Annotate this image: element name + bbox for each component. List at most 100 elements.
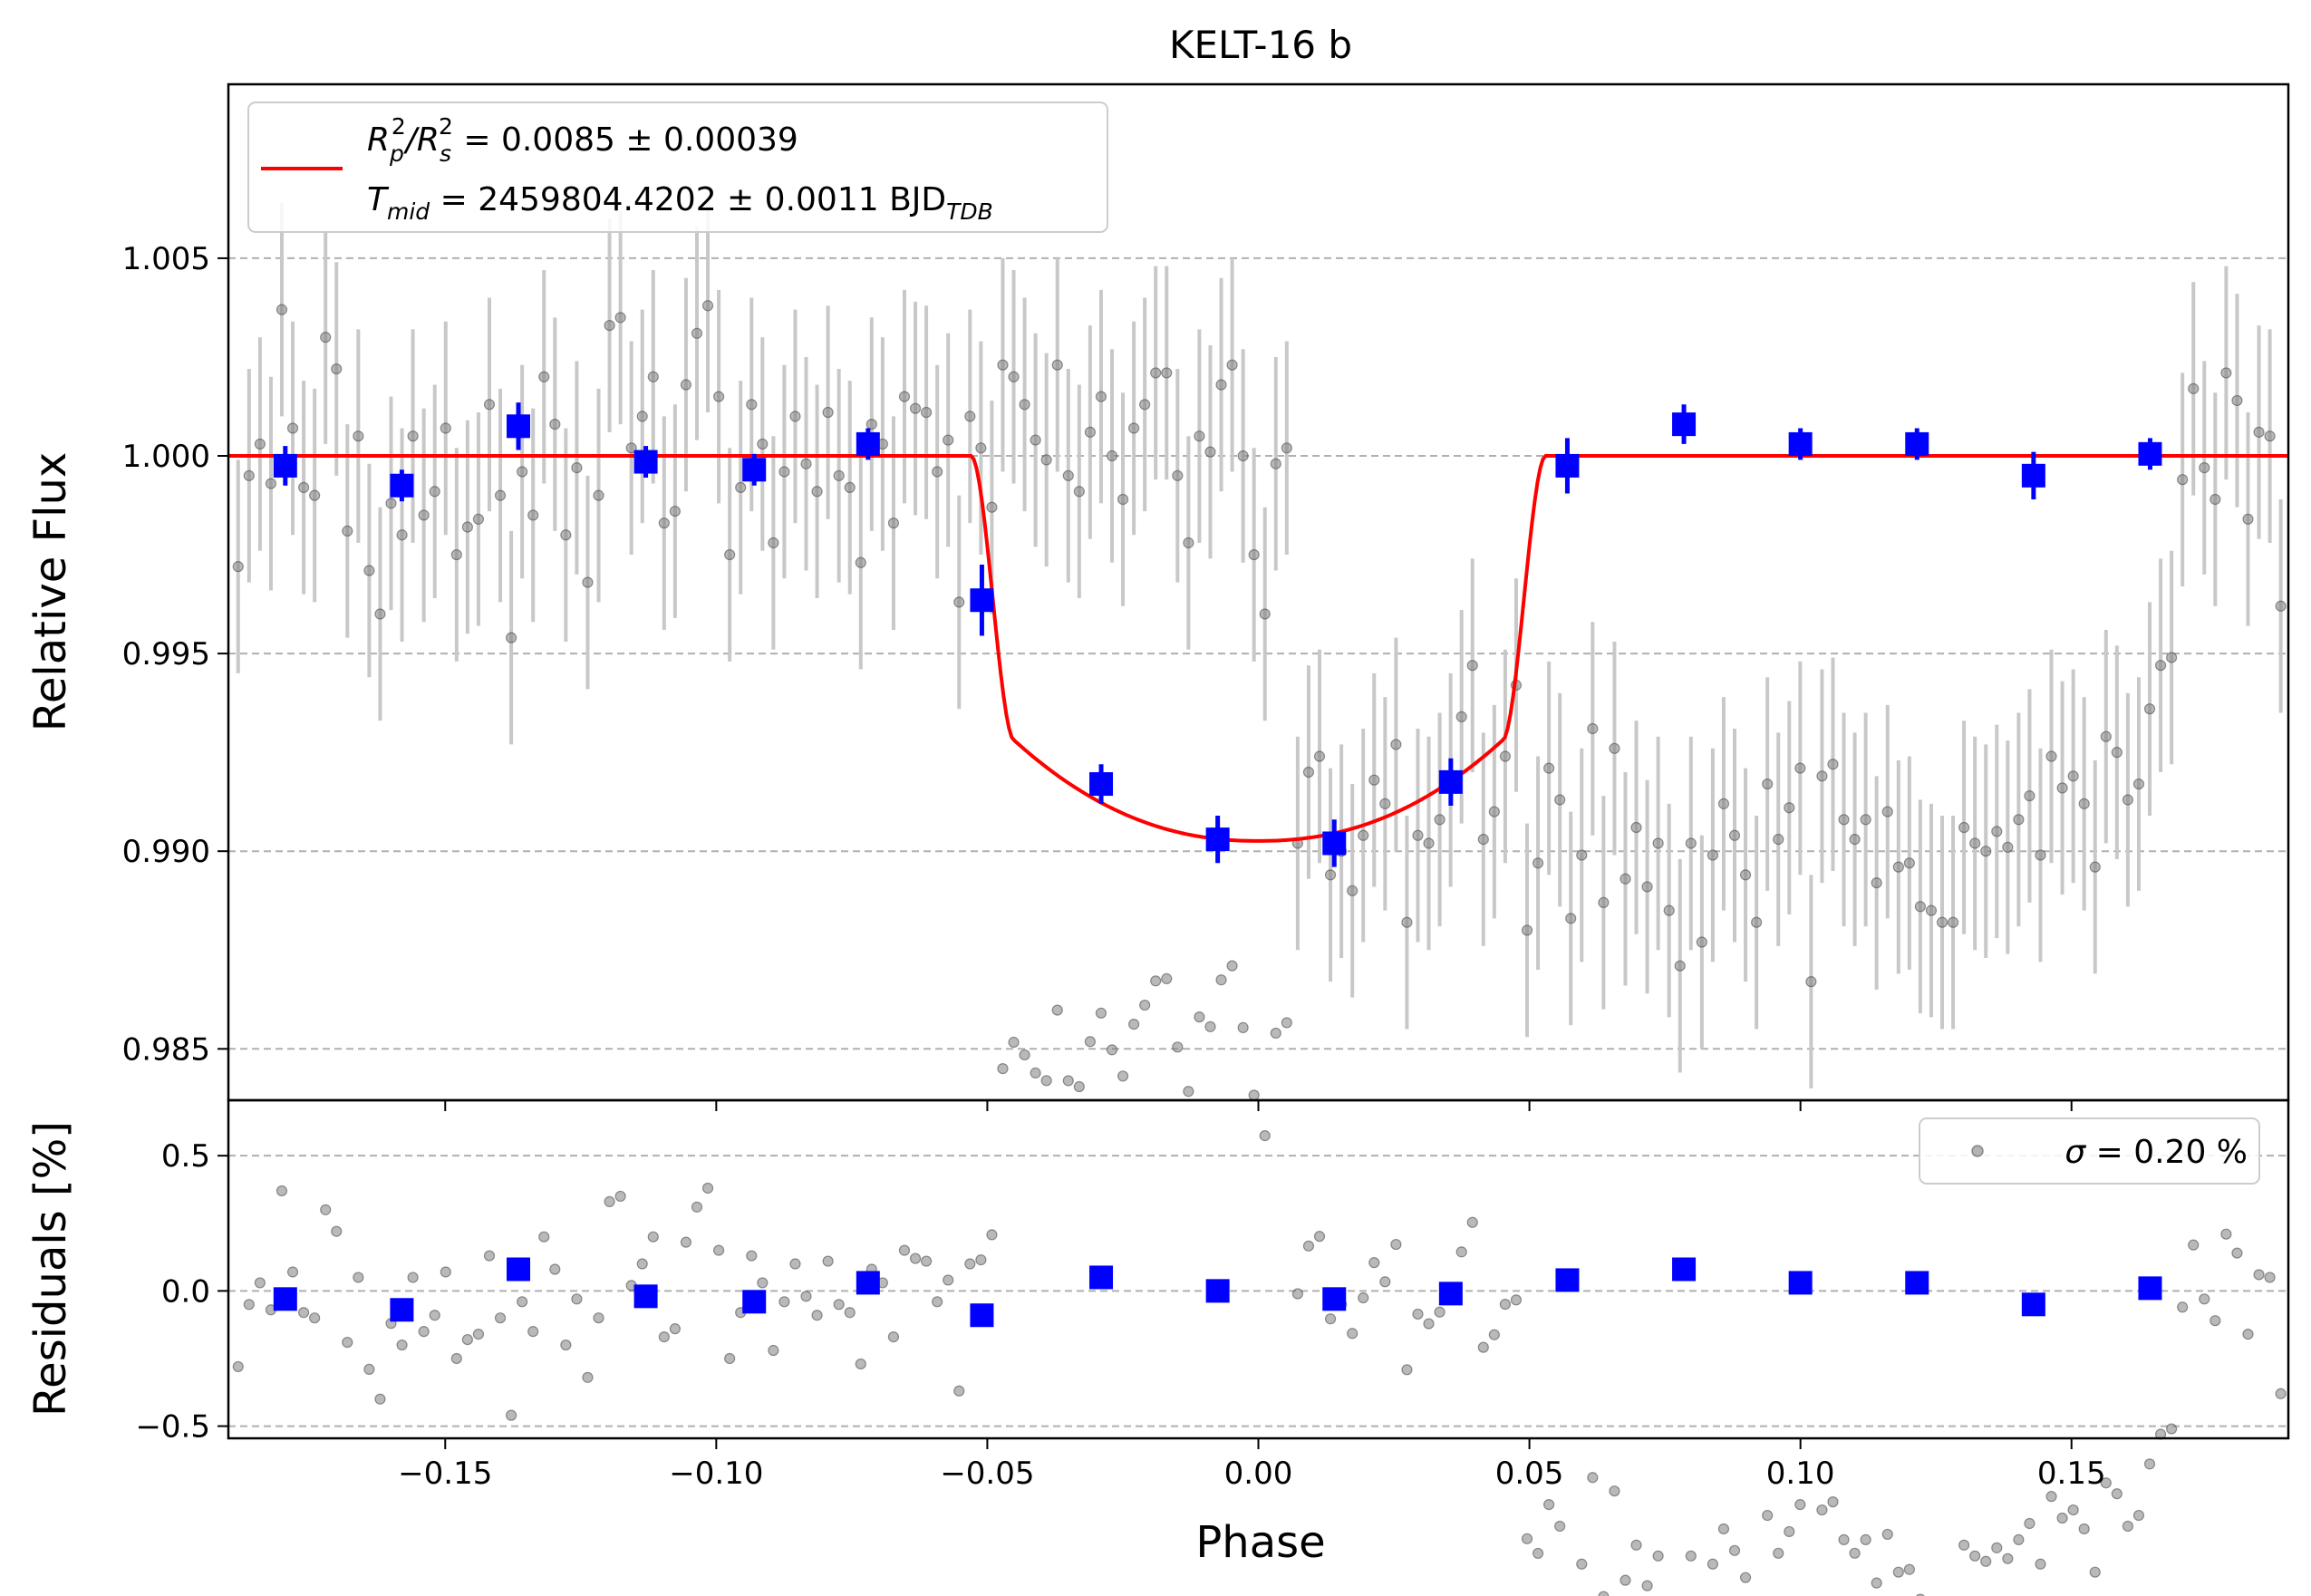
residual-raw-point — [1019, 1049, 1030, 1061]
flux-raw-point — [331, 363, 343, 375]
flux-raw-point — [276, 304, 288, 315]
flux-raw-point — [1827, 759, 1839, 770]
residual-raw-point — [2100, 1477, 2112, 1489]
residual-raw-point — [614, 1190, 626, 1203]
flux-binned-points — [273, 402, 2162, 867]
residual-raw-point — [636, 1258, 648, 1270]
flux-raw-point — [1620, 873, 1631, 885]
residual-raw-point — [1401, 1364, 1413, 1376]
flux-raw-point — [724, 548, 736, 561]
flux-raw-point — [1248, 548, 1260, 561]
flux-raw-point — [472, 513, 485, 525]
flux-raw-point — [833, 469, 845, 481]
flux-raw-point — [1324, 869, 1337, 881]
residual-raw-point — [768, 1344, 779, 1357]
flux-raw-point — [1259, 608, 1271, 620]
residual-raw-point — [701, 1182, 714, 1195]
residual-binned-point — [2021, 1292, 2045, 1317]
flux-raw-point — [1784, 802, 1795, 814]
flux-raw-point — [1751, 916, 1763, 928]
residual-raw-point — [2143, 1458, 2156, 1470]
flux-raw-point — [986, 501, 998, 513]
flux-raw-point — [1379, 798, 1391, 809]
flux-raw-point — [865, 419, 877, 430]
residual-raw-point — [1488, 1329, 1500, 1340]
flux-raw-point — [1466, 660, 1478, 672]
flux-raw-point — [1860, 814, 1871, 826]
residual-raw-point — [2045, 1491, 2057, 1503]
residual-raw-point — [342, 1336, 353, 1349]
residual-raw-point — [604, 1195, 615, 1208]
flux-raw-point — [254, 438, 266, 450]
residual-raw-point — [1871, 1577, 1882, 1589]
residual-raw-point — [407, 1272, 419, 1283]
residual-raw-point — [2078, 1523, 2090, 1535]
flux-raw-point — [1554, 794, 1566, 806]
residual-raw-point — [1358, 1291, 1369, 1304]
flux-raw-point — [975, 442, 987, 454]
residual-raw-point — [538, 1231, 550, 1243]
residual-raw-point — [2220, 1228, 2232, 1240]
residual-raw-point — [2067, 1504, 2079, 1516]
flux-raw-point — [1477, 834, 1489, 846]
flux-raw-point — [614, 312, 626, 324]
flux-binned-point — [1905, 431, 1929, 456]
flux-raw-point — [1455, 711, 1467, 722]
flux-raw-point — [1139, 399, 1151, 411]
residual-raw-point — [331, 1225, 343, 1237]
flux-raw-point — [429, 486, 440, 498]
flux-raw-point — [768, 537, 779, 549]
flux-raw-point — [243, 469, 255, 481]
residual-raw-point — [461, 1333, 473, 1346]
flux-raw-point — [1980, 846, 1992, 857]
residual-raw-point — [1051, 1004, 1063, 1016]
residual-raw-point — [1259, 1130, 1271, 1142]
residual-raw-point — [517, 1296, 528, 1308]
residual-raw-point — [1598, 1591, 1610, 1596]
residual-raw-point — [1215, 974, 1227, 986]
residual-raw-point — [1106, 1044, 1118, 1056]
residual-binned-point — [1205, 1279, 1230, 1303]
flux-raw-point — [701, 300, 714, 312]
flux-raw-point — [1008, 371, 1020, 382]
flux-raw-point — [2143, 703, 2156, 715]
x-tick-label: −0.15 — [398, 1456, 492, 1492]
flux-raw-point — [1281, 442, 1292, 454]
flux-binned-point — [507, 414, 531, 439]
residual-raw-point — [1499, 1299, 1512, 1311]
flux-raw-point — [997, 359, 1009, 371]
flux-raw-point — [1652, 837, 1664, 849]
flux-raw-point — [1128, 422, 1140, 434]
flux-raw-point — [636, 411, 648, 422]
residual-raw-point — [2253, 1269, 2265, 1281]
flux-raw-point — [571, 462, 583, 474]
residual-raw-point — [1139, 999, 1151, 1011]
flux-raw-point — [538, 371, 550, 382]
flux-raw-point — [1302, 766, 1315, 779]
flux-raw-point — [604, 319, 615, 332]
flux-raw-point — [2122, 794, 2134, 806]
residual-raw-point — [1609, 1485, 1620, 1497]
flux-raw-point — [1532, 857, 1544, 869]
flux-raw-point — [2067, 770, 2079, 782]
flux-raw-point — [1051, 359, 1063, 371]
flux-y-axis-label: Relative Flux — [25, 452, 76, 732]
flux-y-ticks: 0.985 0.990 0.995 1.000 1.005 — [122, 241, 228, 1068]
flux-raw-point — [593, 489, 604, 501]
residual-raw-point — [932, 1296, 943, 1308]
residual-raw-point — [1969, 1550, 1981, 1562]
residual-raw-point — [429, 1310, 440, 1321]
transit-model-line — [228, 454, 2288, 843]
residual-raw-point — [1958, 1539, 1970, 1551]
residual-raw-point — [2132, 1509, 2145, 1522]
flux-raw-point — [1630, 821, 1642, 834]
residual-raw-point — [1521, 1533, 1533, 1544]
residual-raw-point — [396, 1339, 408, 1351]
flux-raw-point — [1499, 750, 1512, 762]
residual-raw-point — [1062, 1075, 1074, 1087]
flux-raw-point — [363, 565, 375, 576]
flux-raw-point — [440, 422, 451, 434]
residual-raw-point — [1794, 1499, 1806, 1511]
residual-raw-point — [450, 1352, 462, 1365]
